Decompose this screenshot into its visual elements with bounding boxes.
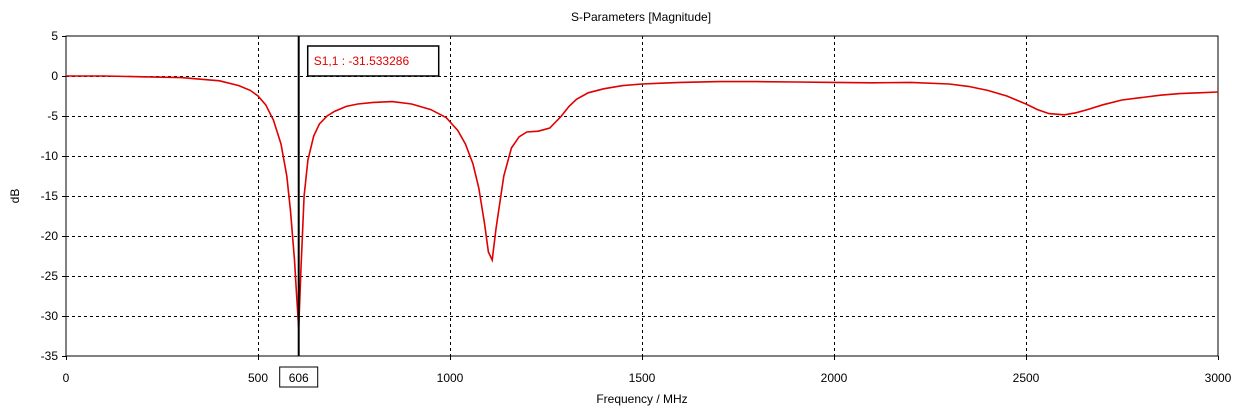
y-tick-label: -10 <box>41 149 59 163</box>
x-tick-label: 2500 <box>1013 371 1040 385</box>
grid-lines <box>66 36 1218 356</box>
y-tick-label: -20 <box>41 229 59 243</box>
y-tick-label: 5 <box>51 29 58 43</box>
y-tick-label: -5 <box>47 109 58 123</box>
marker-x-readout: 606 <box>289 371 309 385</box>
x-tick-label: 500 <box>248 371 268 385</box>
x-axis-ticks: 0 500 1000 1500 2000 2500 3000 <box>63 356 1232 385</box>
x-tick-label: 1000 <box>437 371 464 385</box>
chart-title: S-Parameters [Magnitude] <box>571 10 711 24</box>
y-axis-ticks: 5 0 -5 -10 -15 -20 -25 -30 -35 <box>41 29 66 363</box>
y-tick-label: -25 <box>41 269 59 283</box>
y-tick-label: 0 <box>51 69 58 83</box>
x-axis-label: Frequency / MHz <box>596 392 687 406</box>
s11-series-line <box>66 75 1219 329</box>
x-tick-label: 0 <box>63 371 70 385</box>
marker-value-label: S1,1 : -31.533286 <box>314 54 410 68</box>
marker-value-box <box>306 45 440 77</box>
y-tick-label: -30 <box>41 309 59 323</box>
marker-x-readout-box <box>279 366 319 388</box>
x-tick-label: 2000 <box>821 371 848 385</box>
x-tick-label: 1500 <box>629 371 656 385</box>
y-tick-label: -35 <box>41 349 59 363</box>
y-tick-label: -15 <box>41 189 59 203</box>
x-tick-label: 3000 <box>1205 371 1232 385</box>
y-axis-label: dB <box>8 189 22 204</box>
